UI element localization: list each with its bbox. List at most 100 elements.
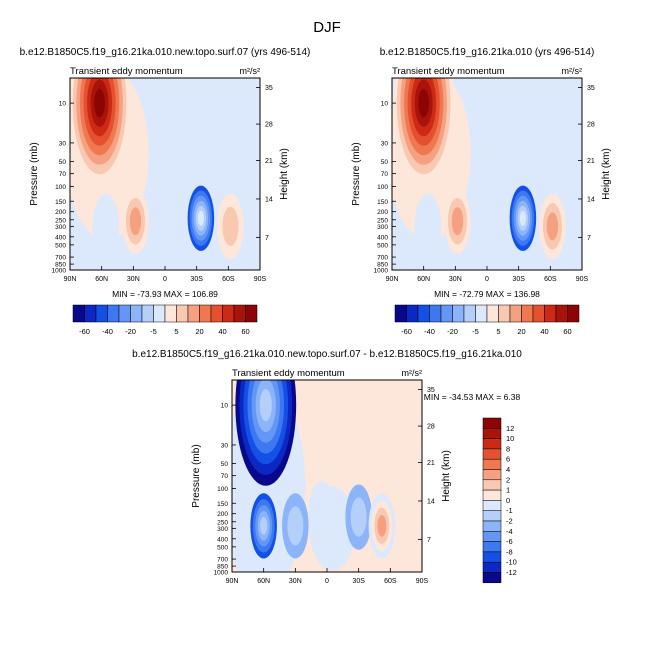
contour-feature <box>217 193 244 260</box>
contour-level <box>259 388 272 422</box>
x-tick-label: 60N <box>257 578 270 585</box>
y-tick-label: 10 <box>59 101 67 108</box>
y-tick-label: 400 <box>55 234 66 241</box>
colorbar-swatch <box>440 304 453 323</box>
colorbar-label: 4 <box>506 465 510 474</box>
y-tick-label: 1000 <box>52 268 67 275</box>
contour-feature <box>187 185 215 251</box>
colorbar-swatch <box>482 489 502 501</box>
colorbar-swatch <box>406 304 419 323</box>
colorbar-swatch <box>107 304 120 323</box>
colorbar-label: -40 <box>102 327 113 336</box>
colorbar-label: 12 <box>506 424 514 433</box>
contour-level <box>546 212 559 241</box>
y-tick-label: 250 <box>217 519 228 526</box>
colorbar-label: 5 <box>496 327 500 336</box>
contour-level <box>377 514 387 537</box>
height-tick-label: 7 <box>427 537 431 544</box>
contour-feature <box>282 493 309 559</box>
colorbar-label: -5 <box>150 327 157 336</box>
colorbar-swatch <box>176 304 189 323</box>
colorbar-swatch <box>222 304 235 323</box>
y-tick-label: 200 <box>217 511 228 518</box>
contour-field <box>232 380 396 572</box>
y-tick-label: 150 <box>217 501 228 508</box>
colorbar-label: -8 <box>506 547 513 556</box>
colorbar-label: -40 <box>424 327 435 336</box>
y-tick-label: 1000 <box>374 268 389 275</box>
height-tick-label: 21 <box>587 158 595 165</box>
colorbar-swatch <box>118 304 131 323</box>
y-tick-label: 30 <box>381 140 389 147</box>
height-tick-label: 14 <box>587 196 595 203</box>
colorbar-label: 60 <box>563 327 571 336</box>
y-tick-label: 70 <box>221 473 229 480</box>
y-tick-label: 250 <box>377 217 388 224</box>
x-tick-label: 30N <box>449 276 462 283</box>
y-tick-label: 150 <box>377 199 388 206</box>
x-tick-label: 90N <box>64 276 77 283</box>
colorbar-swatch <box>482 520 502 532</box>
contour-feature <box>250 493 277 559</box>
colorbar-swatch <box>482 417 502 429</box>
colorbar-swatch <box>482 469 502 481</box>
x-tick-label: 0 <box>163 276 167 283</box>
contour-level <box>260 516 268 535</box>
y-tick-label: 500 <box>217 544 228 551</box>
y-tick-label: 50 <box>221 461 229 468</box>
y-tick-label: 100 <box>217 486 228 493</box>
colorbar-swatch <box>482 551 502 563</box>
contour-feature <box>308 481 336 547</box>
contour-level <box>519 210 526 226</box>
y-tick-label: 400 <box>217 536 228 543</box>
x-tick-label: 90N <box>226 578 239 585</box>
contour-level <box>197 210 204 226</box>
panel-title: b.e12.B1850C5.f19_g16.21ka.010 (yrs 496-… <box>380 47 595 58</box>
y-axis-label-right: Height (km) <box>601 148 612 200</box>
x-tick-label: 60S <box>384 578 397 585</box>
colorbar-swatch <box>482 428 502 439</box>
min-max-stats: MIN = -73.93 MAX = 106.89 <box>112 289 218 299</box>
height-tick-label: 35 <box>427 387 435 394</box>
contour-field <box>70 78 244 260</box>
panel-subtitle: Transient eddy momentum <box>392 66 505 77</box>
y-tick-label: 700 <box>55 255 66 262</box>
panel-title: b.e12.B1850C5.f19_g16.21ka.010.new.topo.… <box>20 47 311 58</box>
colorbar-swatch <box>452 304 465 323</box>
height-tick-label: 28 <box>427 424 435 431</box>
colorbar-swatch <box>429 304 442 323</box>
x-tick-label: 90S <box>416 578 429 585</box>
contour-feature <box>509 185 537 251</box>
colorbar-label: 60 <box>241 327 249 336</box>
colorbar-label: -20 <box>447 327 458 336</box>
y-tick-label: 850 <box>377 262 388 269</box>
colorbar-swatch <box>95 304 108 323</box>
y-tick-label: 850 <box>55 262 66 269</box>
colorbar-swatch <box>84 304 97 323</box>
colorbar-swatch <box>72 304 85 323</box>
height-tick-label: 7 <box>265 235 269 242</box>
y-tick-label: 200 <box>377 209 388 216</box>
colorbar-swatch <box>210 304 223 323</box>
colorbar-swatch <box>463 304 476 323</box>
colorbar-label: -1 <box>506 506 513 515</box>
height-tick-label: 14 <box>265 196 273 203</box>
y-tick-label: 30 <box>59 140 67 147</box>
contour-feature <box>92 193 120 260</box>
x-tick-label: 30S <box>190 276 203 283</box>
colorbar-swatch <box>486 304 499 323</box>
panel-subtitle: Transient eddy momentum <box>232 368 345 379</box>
colorbar-swatch <box>482 479 502 491</box>
y-tick-label: 200 <box>55 209 66 216</box>
units-label: m²/s² <box>240 66 261 76</box>
contour-feature <box>414 193 442 260</box>
x-tick-label: 60S <box>222 276 235 283</box>
y-tick-label: 700 <box>377 255 388 262</box>
y-axis-label-right: Height (km) <box>279 148 290 200</box>
colorbar-label: -2 <box>506 517 513 526</box>
y-tick-label: 1000 <box>214 570 229 577</box>
panel-subtitle: Transient eddy momentum <box>70 66 183 77</box>
x-tick-label: 90S <box>254 276 267 283</box>
colorbar-label: 0 <box>506 496 510 505</box>
